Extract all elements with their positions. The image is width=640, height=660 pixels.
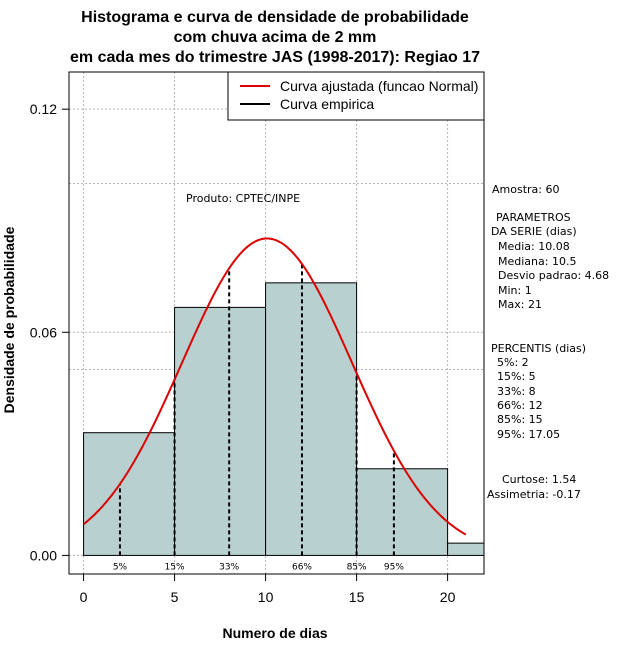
percentile-5: 5%: 2 [497, 356, 529, 369]
kurtosis: Curtose: 1.54 [502, 473, 576, 486]
legend-box [227, 71, 485, 121]
x-axis: 0 5 10 15 20 [80, 573, 456, 605]
title-line-2: com chuva acima de 2 mm [174, 29, 377, 46]
y-tick-label-2: 0.12 [30, 101, 57, 117]
param-min: Min: 1 [498, 284, 532, 297]
title-line-1: Histograma e curva de densidade de proba… [81, 9, 469, 26]
x-tick-label-1: 5 [171, 589, 179, 605]
params-header-1: PARAMETROS [496, 211, 571, 224]
title-line-3: em cada mes do trimestre JAS (1998-2017)… [70, 49, 480, 66]
percentile-label-3: 66% [292, 562, 312, 572]
params-header-2: DA SERIE (dias) [491, 225, 577, 238]
x-axis-title: Numero de dias [222, 625, 327, 641]
skewness: Assimetria: -0.17 [487, 488, 581, 501]
product-credit: Produto: CPTEC/INPE [186, 192, 300, 205]
normal-curve [82, 237, 467, 536]
legend-label-fit: Curva ajustada (funcao Normal) [280, 78, 478, 94]
percentile-85: 85%: 15 [497, 413, 543, 426]
percentile-labels: 5% 15% 33% 66% 85% 95% [113, 562, 405, 572]
histogram-bar-3 [356, 468, 449, 556]
percentiles-header: PERCENTIS (dias) [491, 342, 586, 355]
percentile-15: 15%: 5 [497, 370, 536, 383]
statistics-panel: Amostra: 60 PARAMETROS DA SERIE (dias) M… [487, 183, 609, 501]
normal-curve-layer [82, 237, 467, 536]
param-mean: Media: 10.08 [498, 240, 570, 253]
y-tick-label-1: 0.06 [30, 324, 57, 340]
percentile-33: 33%: 8 [497, 385, 536, 398]
percentile-95: 95%: 17.05 [497, 428, 560, 441]
histogram-bar-2 [265, 282, 358, 556]
histogram-bar-4 [447, 542, 485, 556]
percentile-label-5: 95% [384, 562, 404, 572]
y-axis-title: Densidade de probabilidade [1, 226, 17, 413]
percentile-lines [118, 264, 395, 556]
histogram-bars [83, 282, 485, 556]
percentile-66: 66%: 12 [497, 399, 543, 412]
param-max: Max: 21 [498, 298, 542, 311]
percentile-label-2: 33% [219, 562, 239, 572]
param-median: Mediana: 10.5 [498, 255, 576, 268]
sample-size: Amostra: 60 [492, 183, 559, 196]
chart-title: Histograma e curva de densidade de proba… [70, 9, 480, 66]
legend: Curva ajustada (funcao Normal) Curva emp… [227, 71, 485, 121]
param-sd: Desvio padrao: 4.68 [498, 269, 609, 282]
x-tick-label-4: 20 [440, 589, 456, 605]
x-tick-label-0: 0 [80, 589, 88, 605]
legend-label-empirical: Curva empirica [280, 96, 374, 112]
histogram-bar-0 [83, 432, 176, 556]
percentile-label-1: 15% [165, 562, 185, 572]
y-tick-label-0: 0.00 [30, 547, 57, 563]
percentile-label-0: 5% [113, 562, 128, 572]
percentile-label-4: 85% [347, 562, 367, 572]
x-tick-label-2: 10 [258, 589, 274, 605]
y-axis: 0.00 0.06 0.12 [30, 101, 70, 563]
histogram-bar-1 [174, 306, 267, 556]
x-tick-label-3: 15 [349, 589, 365, 605]
